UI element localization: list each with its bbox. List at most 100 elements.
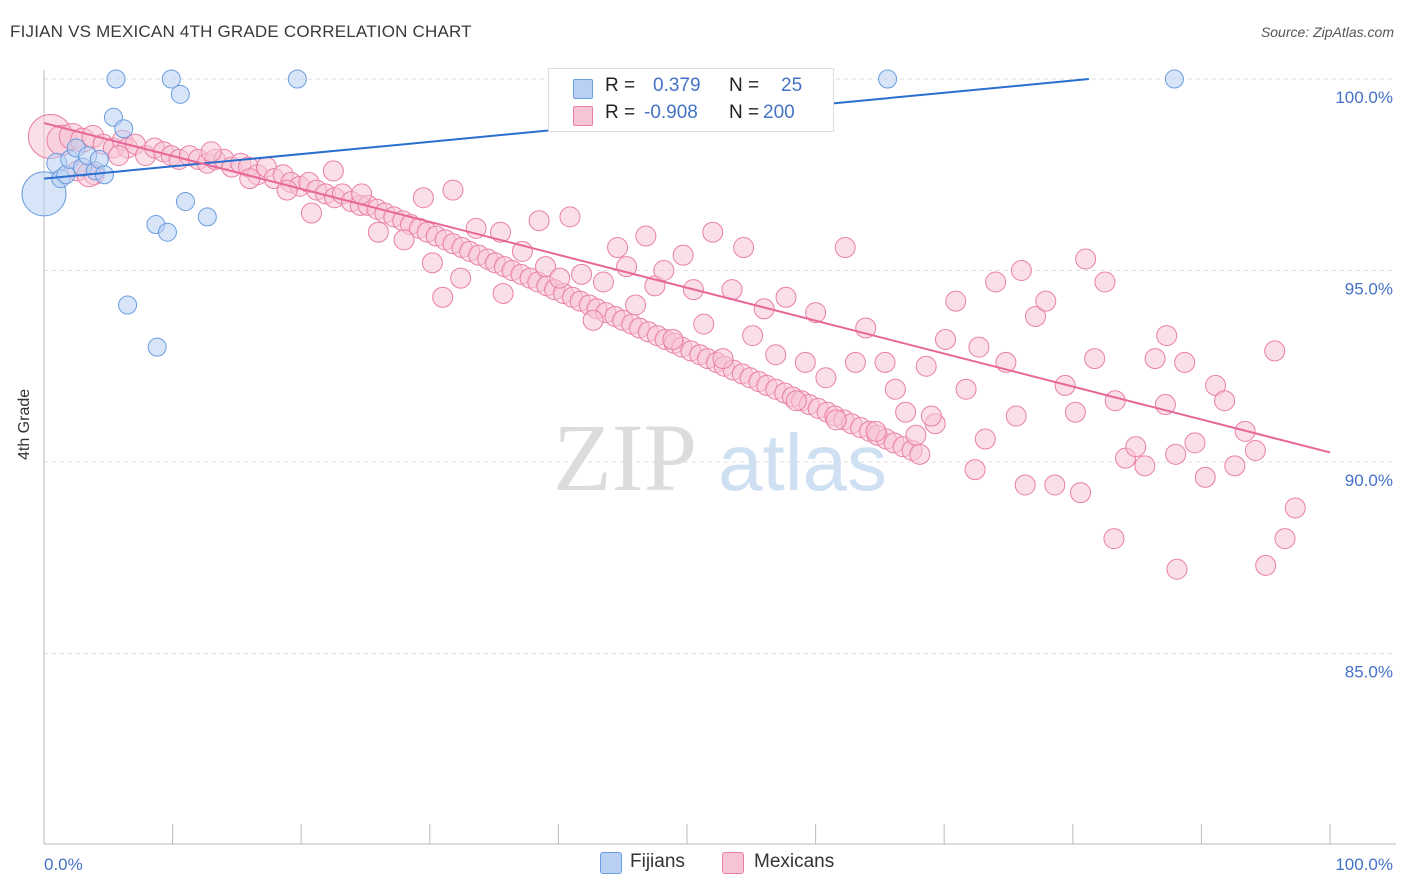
mexicans-trend-line: [43, 122, 1331, 454]
mexican-point: [672, 244, 694, 266]
mexican-point: [607, 237, 629, 259]
x-tick-labels: 0.0% 100.0%: [44, 855, 1393, 874]
mexican-point: [934, 328, 956, 350]
mexican-point: [884, 378, 906, 400]
mexican-point: [968, 336, 990, 358]
mexican-point: [421, 252, 443, 274]
mexican-point: [1035, 290, 1057, 312]
mexican-point: [1025, 305, 1047, 327]
trend-lines: [43, 78, 1331, 454]
mexican-point: [1104, 390, 1126, 412]
fijian-point: [175, 192, 195, 212]
mexican-point: [276, 179, 298, 201]
mexican-point: [1214, 390, 1236, 412]
mexican-point: [1010, 260, 1032, 281]
mexican-point: [1094, 271, 1116, 293]
watermark-zip: ZIP: [553, 404, 697, 511]
mexican-point: [844, 351, 866, 373]
legend-row-fijians: R = 0.379 N = 25: [549, 75, 833, 101]
fijian-point: [114, 119, 134, 139]
mexican-point: [974, 428, 996, 450]
fijian-point: [287, 69, 307, 89]
mexican-point: [815, 367, 837, 389]
mexican-point: [865, 420, 887, 442]
mexicans-r-value: -0.908: [644, 102, 698, 123]
mexican-point: [1005, 405, 1027, 427]
fijians-swatch: [573, 79, 593, 99]
fijian-point: [197, 207, 217, 227]
fijians-r-value: 0.379: [653, 75, 701, 96]
mexican-point: [1134, 455, 1156, 477]
mexican-point: [1224, 455, 1246, 477]
fijian-point: [878, 69, 898, 89]
y-tick-label: 100.0%: [1335, 88, 1393, 107]
mexican-point: [775, 286, 797, 308]
mexican-point: [625, 294, 647, 316]
mexican-point: [742, 325, 764, 347]
mexican-point: [905, 424, 927, 446]
mexican-point: [1084, 348, 1106, 370]
mexican-point: [559, 206, 581, 228]
y-axis-label: 4th Grade: [16, 388, 33, 460]
y-tick-label: 95.0%: [1345, 280, 1393, 299]
mexican-point: [1014, 474, 1036, 496]
mexican-point: [794, 351, 816, 373]
mexican-point: [1103, 528, 1125, 550]
mexican-point: [200, 141, 222, 163]
mexican-point: [1184, 432, 1206, 454]
fijian-point: [170, 84, 190, 104]
mexican-point: [945, 290, 967, 312]
mexican-point: [571, 263, 593, 285]
fijian-point: [147, 337, 167, 357]
mexican-point: [535, 256, 557, 278]
mexicans-n-label: N =: [729, 102, 760, 123]
mexican-point: [895, 401, 917, 423]
correlation-legend: R = 0.379 N = 25 R = -0.908 N = 200: [548, 68, 834, 132]
fijians-points: [21, 69, 1184, 357]
mexican-point: [964, 459, 986, 481]
mexican-point: [1075, 248, 1097, 270]
mexican-point: [1284, 497, 1306, 519]
mexican-point: [300, 202, 322, 224]
mexican-point: [549, 267, 571, 289]
fijian-point: [161, 69, 181, 89]
mexican-point: [528, 210, 550, 232]
mexicans-swatch: [573, 106, 593, 126]
mexican-point: [1144, 348, 1166, 370]
mexican-point: [490, 221, 512, 243]
bottom-mexicans-label: Mexicans: [754, 851, 835, 872]
mexican-point: [393, 229, 415, 251]
fijian-point: [157, 222, 177, 242]
mexican-point: [450, 267, 472, 289]
x-tick-label: 0.0%: [44, 855, 83, 874]
mexican-point: [712, 348, 734, 370]
mexican-point: [702, 221, 724, 243]
mexican-point: [825, 409, 847, 431]
fijian-point: [106, 69, 126, 89]
mexican-point: [351, 183, 373, 205]
bottom-mexicans-swatch: [722, 852, 744, 874]
source-label: Source: ZipAtlas.com: [1260, 24, 1394, 40]
mexican-point: [1070, 482, 1092, 504]
mexican-point: [432, 286, 454, 308]
fijian-point: [1164, 69, 1184, 89]
y-tick-label: 85.0%: [1345, 663, 1393, 682]
mexican-point: [1156, 325, 1178, 347]
mexican-point: [753, 298, 775, 320]
bottom-fijians-label: Fijians: [630, 851, 685, 872]
mexican-point: [834, 237, 856, 259]
y-tick-label: 90.0%: [1345, 471, 1393, 490]
fijian-point: [118, 295, 138, 315]
mexican-point: [492, 282, 514, 304]
mexican-point: [592, 271, 614, 293]
mexican-point: [1174, 351, 1196, 373]
mexican-point: [1166, 558, 1188, 580]
mexican-point: [1255, 554, 1277, 576]
mexican-point: [442, 179, 464, 201]
mexican-point: [108, 145, 130, 167]
mexican-point: [955, 378, 977, 400]
mexican-point: [1125, 436, 1147, 458]
mexican-point: [765, 344, 787, 366]
mexican-point: [874, 351, 896, 373]
fijian-point: [94, 165, 114, 185]
